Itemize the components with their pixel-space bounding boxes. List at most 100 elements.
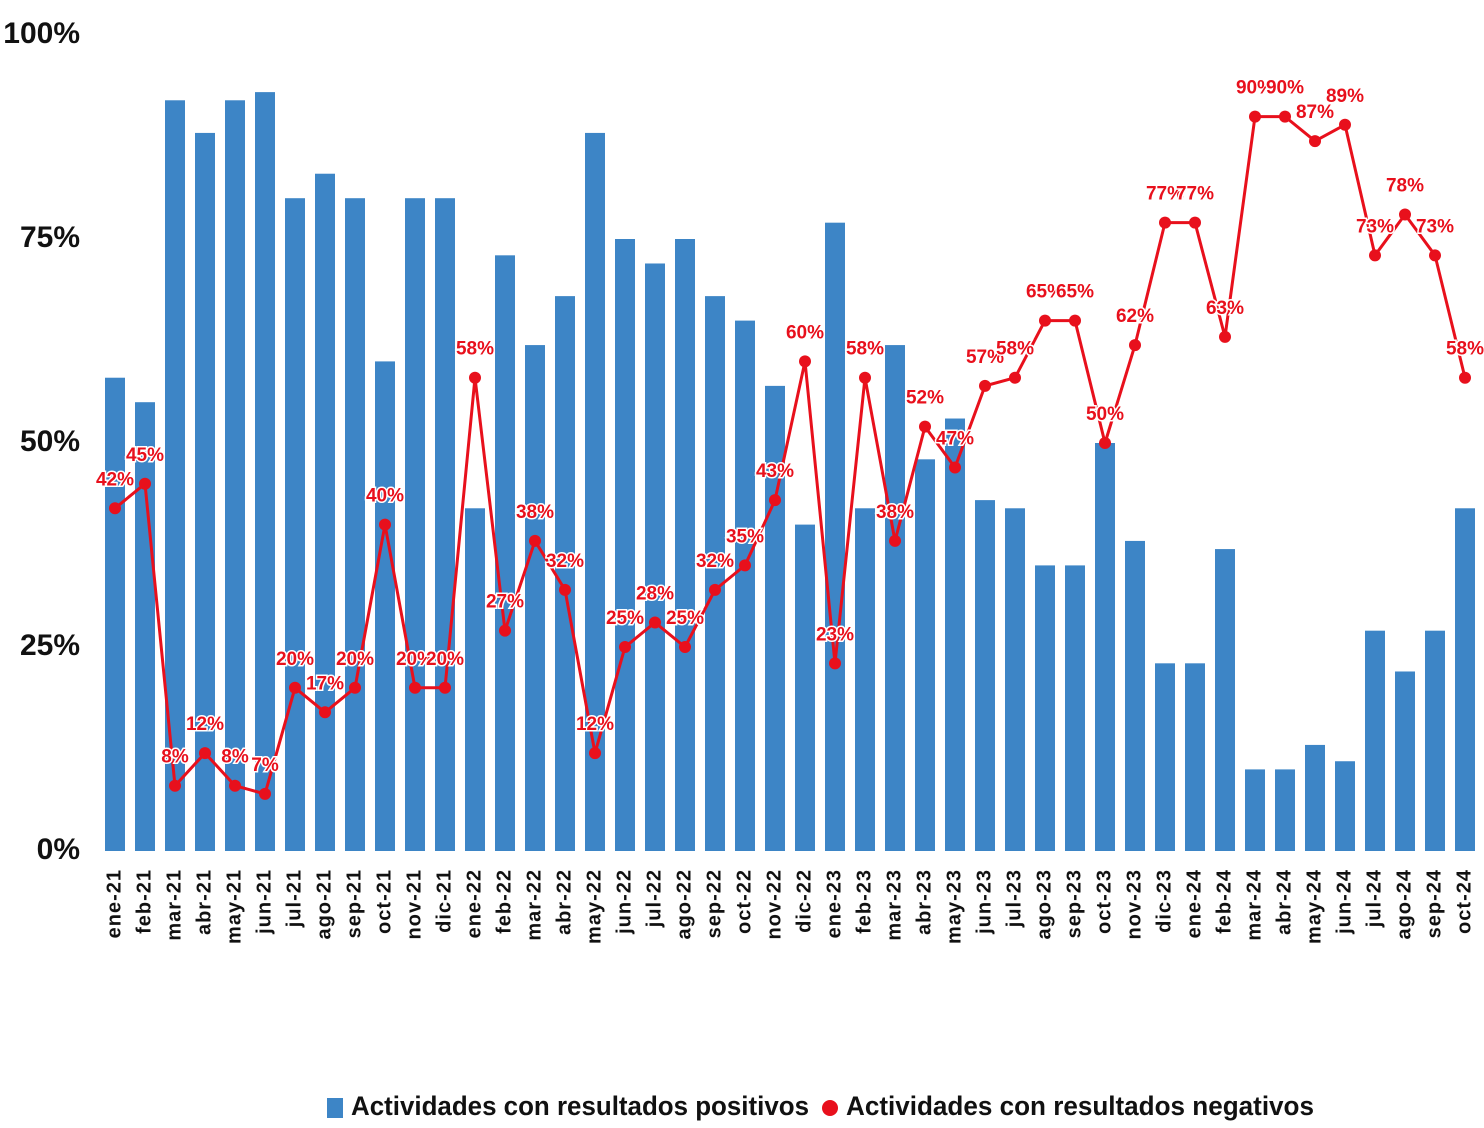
data-label: 20% [276,649,314,670]
data-label: 73% [1356,216,1394,237]
bar [1425,630,1445,851]
bar [465,508,485,851]
point [1459,371,1471,384]
bar [855,508,875,851]
legend-swatch [327,1098,343,1118]
bar [1305,744,1325,851]
point [619,641,631,653]
point [589,747,601,760]
x-tick-label: feb-23 [853,869,875,934]
data-label: 73% [1416,216,1454,237]
bar [1455,508,1475,851]
data-label: 78% [1386,176,1424,197]
x-tick-label: nov-22 [763,869,785,939]
data-label: 27% [486,592,524,613]
x-tick-label: oct-22 [733,869,755,934]
point [829,657,841,670]
x-tick-label: may-23 [943,869,965,944]
data-label: 8% [161,747,189,768]
x-tick-label: jul-23 [1003,869,1025,928]
x-tick-label: abr-21 [193,869,215,935]
data-label: 38% [516,502,554,523]
data-label: 47% [936,428,974,449]
x-tick-label: feb-21 [133,869,155,934]
point [859,371,871,384]
bar [825,222,845,851]
bar [945,418,965,851]
bar [705,296,725,851]
data-label: 77% [1146,184,1184,205]
data-label: 8% [221,747,249,768]
data-label: 58% [846,339,884,360]
bar [885,345,905,851]
x-tick-label: oct-23 [1093,869,1115,934]
x-tick-label: dic-23 [1153,869,1175,933]
point [229,779,241,792]
y-tick-label: 25% [20,629,80,662]
bar [675,239,695,851]
x-tick-label: nov-21 [403,869,425,939]
bar [495,255,515,851]
x-tick-label: oct-21 [373,869,395,934]
x-tick-label: mar-24 [1243,869,1265,941]
point [349,681,361,694]
x-tick-label: sep-23 [1063,869,1085,938]
x-tick-label: dic-22 [793,869,815,933]
x-tick-label: jul-22 [643,869,665,928]
data-label: 89% [1326,86,1364,107]
data-label: 32% [546,551,584,572]
point [1369,249,1381,262]
data-label: 23% [816,624,854,645]
data-label: 58% [1446,339,1484,360]
point [1039,314,1051,327]
point [709,583,721,596]
point [499,624,511,637]
bar [975,500,995,851]
data-label: 87% [1296,102,1334,123]
point [1429,249,1441,262]
point [1069,314,1081,327]
x-tick-label: ene-23 [823,869,845,938]
data-label: 57% [966,347,1004,368]
point [289,681,301,694]
x-tick-label: jun-21 [253,869,275,935]
bar [765,385,785,851]
x-tick-label: jun-24 [1333,869,1355,935]
bar [585,132,605,852]
x-tick-label: mar-21 [163,869,185,941]
x-tick-label: ene-24 [1183,869,1205,938]
x-tick-label: jun-22 [613,869,635,935]
x-tick-label: sep-22 [703,869,725,938]
point [409,681,421,694]
bar [165,100,185,851]
x-tick-label: feb-24 [1213,869,1235,934]
bar [225,100,245,851]
bar [1125,540,1145,851]
bar [435,198,455,851]
bar [1335,761,1355,851]
x-tick-label: ago-24 [1393,869,1415,939]
x-tick-label: nov-23 [1123,869,1145,939]
bar [795,524,815,851]
point [439,681,451,694]
data-label: 25% [666,608,704,629]
point [319,706,331,719]
data-label: 90% [1266,78,1304,99]
bar [1365,630,1385,851]
data-label: 63% [1206,298,1244,319]
point [379,518,391,531]
point [889,534,901,547]
data-label: 65% [1026,282,1064,303]
data-label: 45% [126,445,164,466]
bar [255,92,275,852]
point [469,371,481,384]
x-tick-label: dic-21 [433,869,455,933]
x-tick-label: ene-22 [463,869,485,938]
data-label: 32% [696,551,734,572]
bar [1245,769,1265,851]
x-tick-label: feb-22 [493,869,515,934]
point [1249,110,1261,123]
bar [135,402,155,851]
bar [1095,443,1115,851]
point [1129,339,1141,352]
